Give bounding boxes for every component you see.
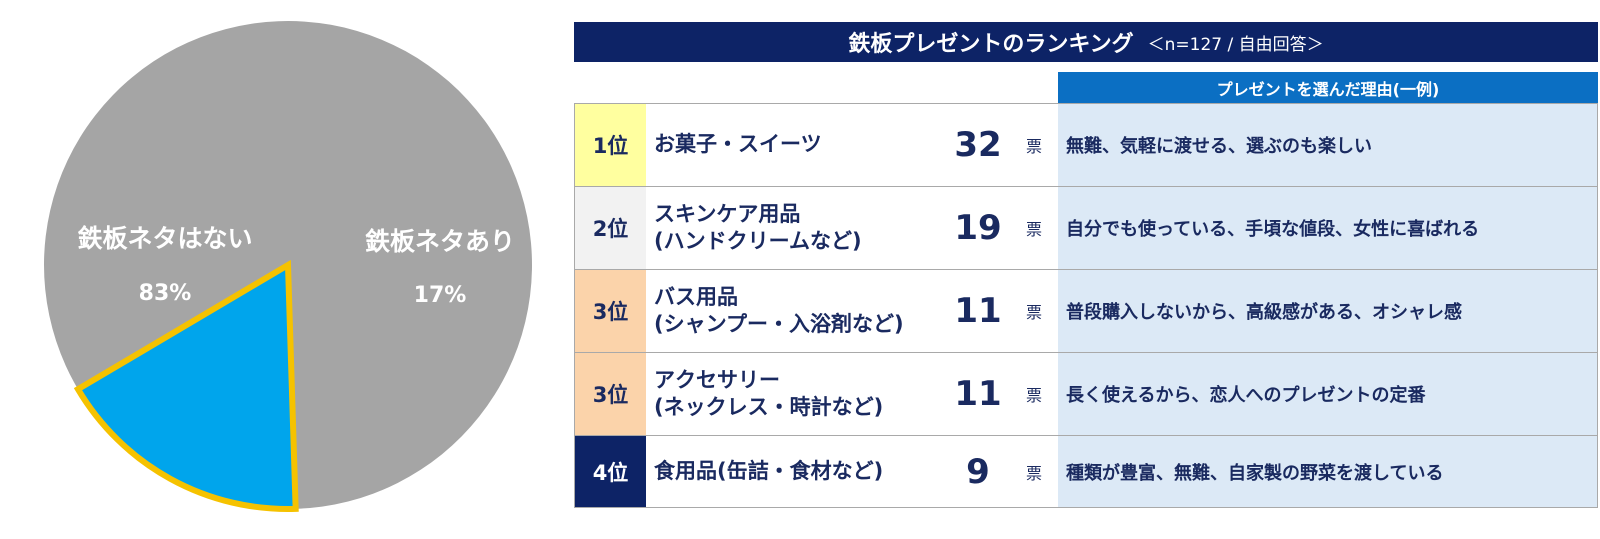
pie-slice-name-1: 鉄板ネタはない (77, 224, 252, 253)
item-line: (ネックレス・時計など) (654, 395, 884, 419)
table-row: 1位 お菓子・スイーツ 32 票無難、気軽に渡せる、選ぶのも楽しい (574, 104, 1598, 187)
item-line: (シャンプー・入浴剤など) (654, 312, 904, 336)
ranking-table: 1位 お菓子・スイーツ 32 票無難、気軽に渡せる、選ぶのも楽しい 2位 スキンケア用品(… (574, 103, 1598, 508)
table-row: 3位 アクセサリー (ネックレス・時計など) 11 票長く使えるから、恋人へのプレゼント… (574, 353, 1598, 436)
pie-slice-value-2: 17% (414, 283, 467, 308)
reason-cell: 長く使えるから、恋人へのプレゼントの定番 (1058, 353, 1598, 435)
vote-unit: 票 (1025, 137, 1042, 156)
item-cell: お菓子・スイーツ (646, 104, 946, 186)
item-line: バス用品 (654, 284, 738, 309)
vote-count: 11 (954, 374, 1002, 414)
table-row: 2位 スキンケア用品 (ハンドクリームなど) 19 票自分でも使っている、手頃な値段、女… (574, 187, 1598, 270)
rank-cell: 3位 (574, 353, 646, 435)
pie-chart-svg: 鉄板ネタはない 83% 鉄板ネタあり 17% (43, 20, 533, 512)
vote-count: 19 (954, 208, 1002, 248)
reason-cell: 自分でも使っている、手頃な値段、女性に喜ばれる (1058, 187, 1598, 269)
ranking-title: 鉄板プレゼントのランキング (848, 32, 1134, 57)
reason-cell: 種類が豊富、無難、自家製の野菜を渡している (1058, 436, 1598, 507)
item-line: お菓子・スイーツ (654, 132, 822, 157)
item-line: スキンケア用品 (654, 201, 801, 226)
vote-count: 11 (954, 291, 1002, 331)
rank-cell: 2位 (574, 187, 646, 269)
pie-slice-name-2: 鉄板ネタあり (365, 227, 515, 256)
pie-slice-2 (73, 259, 299, 512)
item-line: 食用品(缶詰・食材など) (654, 458, 884, 483)
item-cell: アクセサリー (ネックレス・時計など) (646, 353, 946, 435)
reason-cell: 普段購入しないから、高級感がある、オシャレ感 (1058, 270, 1598, 352)
item-line: (ハンドクリームなど) (654, 229, 862, 253)
rank-cell: 1位 (574, 104, 646, 186)
reason-cell: 無難、気軽に渡せる、選ぶのも楽しい (1058, 104, 1598, 186)
vote-unit: 票 (1025, 463, 1042, 483)
table-row: 4位 食用品(缶詰・食材など) 9 票種類が豊富、無難、自家製の野菜を渡している (574, 436, 1598, 508)
item-cell: 食用品(缶詰・食材など) (646, 436, 946, 507)
rank-cell: 3位 (574, 270, 646, 352)
vote-unit: 票 (1025, 303, 1042, 322)
ranking-header: 鉄板プレゼントのランキング ＜n=127 / 自由回答＞ (574, 22, 1598, 62)
pie-chart: 鉄板ネタはない 83% 鉄板ネタあり 17% (0, 0, 560, 539)
rank-cell: 4位 (574, 436, 646, 507)
item-cell: バス用品 (シャンプー・入浴剤など) (646, 270, 946, 352)
pie-slice-value-1: 83% (139, 281, 192, 306)
table-row: 3位 バス用品 (シャンプー・入浴剤など) 11 票普段購入しないから、高級感がある、オ… (574, 270, 1598, 353)
ranking-subtitle: ＜n=127 / 自由回答＞ (1147, 34, 1324, 55)
vote-count: 9 (966, 451, 990, 492)
item-line: アクセサリー (654, 367, 780, 392)
vote-count: 32 (954, 125, 1002, 165)
item-cell: スキンケア用品 (ハンドクリームなど) (646, 187, 946, 269)
reason-column-header: プレゼントを選んだ理由(一例) (1058, 72, 1598, 103)
vote-unit: 票 (1025, 220, 1042, 239)
vote-unit: 票 (1025, 386, 1042, 405)
